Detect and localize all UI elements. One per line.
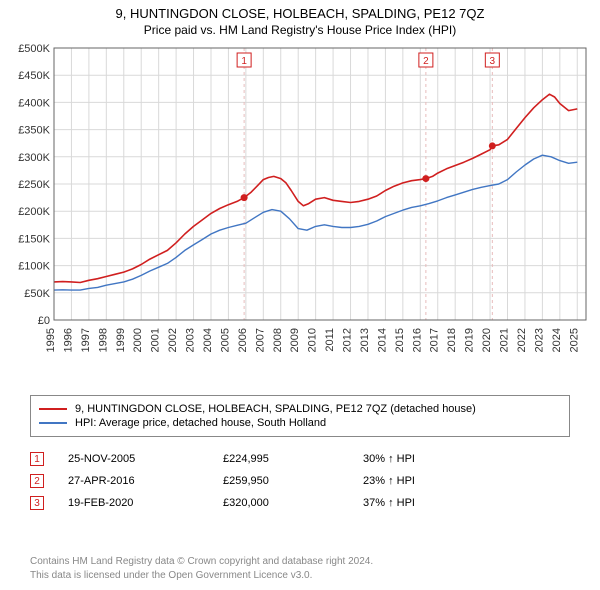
svg-text:2017: 2017: [429, 328, 441, 352]
svg-text:2004: 2004: [202, 328, 214, 352]
svg-text:2006: 2006: [237, 328, 249, 352]
svg-text:£250K: £250K: [18, 179, 50, 191]
svg-text:£100K: £100K: [18, 261, 50, 273]
svg-text:1995: 1995: [45, 328, 57, 352]
sale-price: £224,995: [223, 453, 363, 465]
svg-text:£300K: £300K: [18, 152, 50, 164]
sale-marker-2: 2: [30, 474, 44, 488]
svg-text:2025: 2025: [568, 328, 580, 352]
svg-text:2018: 2018: [446, 328, 458, 352]
table-row: 3 19-FEB-2020 £320,000 37% ↑ HPI: [30, 492, 570, 514]
legend-row-hpi: HPI: Average price, detached house, Sout…: [39, 416, 561, 430]
svg-text:2024: 2024: [551, 328, 563, 352]
svg-text:1999: 1999: [115, 328, 127, 352]
svg-text:£350K: £350K: [18, 125, 50, 137]
legend-swatch-property: [39, 408, 67, 410]
sale-delta: 30% ↑ HPI: [363, 453, 483, 465]
svg-text:2007: 2007: [254, 328, 266, 352]
svg-text:2010: 2010: [307, 328, 319, 352]
legend-swatch-hpi: [39, 422, 67, 424]
svg-text:2016: 2016: [411, 328, 423, 352]
svg-text:2015: 2015: [394, 328, 406, 352]
svg-text:£200K: £200K: [18, 206, 50, 218]
sale-delta: 37% ↑ HPI: [363, 497, 483, 509]
sale-price: £320,000: [223, 497, 363, 509]
svg-text:1998: 1998: [97, 328, 109, 352]
legend-label-hpi: HPI: Average price, detached house, Sout…: [75, 417, 326, 429]
svg-text:£500K: £500K: [18, 44, 50, 55]
svg-text:£0: £0: [38, 315, 50, 327]
table-row: 1 25-NOV-2005 £224,995 30% ↑ HPI: [30, 448, 570, 470]
sale-date: 25-NOV-2005: [68, 453, 223, 465]
svg-text:2003: 2003: [185, 328, 197, 352]
svg-text:2009: 2009: [289, 328, 301, 352]
svg-text:3: 3: [490, 56, 496, 67]
svg-text:£150K: £150K: [18, 233, 50, 245]
chart-plot-area: £0 £50K £100K £150K £200K £250K £300K £350K £400…: [8, 44, 592, 384]
svg-text:2001: 2001: [150, 328, 162, 352]
legend-label-property: 9, HUNTINGDON CLOSE, HOLBEACH, SPALDING,…: [75, 403, 476, 415]
sale-date: 27-APR-2016: [68, 475, 223, 487]
svg-text:2000: 2000: [132, 328, 144, 352]
svg-text:2021: 2021: [499, 328, 511, 352]
chart-subtitle: Price paid vs. HM Land Registry's House …: [0, 21, 600, 41]
footer-line-2: This data is licensed under the Open Gov…: [30, 569, 570, 583]
svg-text:1996: 1996: [62, 328, 74, 352]
svg-text:2013: 2013: [359, 328, 371, 352]
footer-attribution: Contains HM Land Registry data © Crown c…: [30, 555, 570, 582]
svg-text:1997: 1997: [80, 328, 92, 352]
legend-row-property: 9, HUNTINGDON CLOSE, HOLBEACH, SPALDING,…: [39, 402, 561, 416]
svg-text:2: 2: [423, 56, 429, 67]
svg-text:2005: 2005: [219, 328, 231, 352]
legend: 9, HUNTINGDON CLOSE, HOLBEACH, SPALDING,…: [30, 395, 570, 437]
svg-text:1: 1: [241, 56, 247, 67]
sale-price: £259,950: [223, 475, 363, 487]
svg-text:2012: 2012: [342, 328, 354, 352]
svg-text:2014: 2014: [376, 328, 388, 352]
svg-text:2008: 2008: [272, 328, 284, 352]
svg-text:2019: 2019: [464, 328, 476, 352]
svg-text:2022: 2022: [516, 328, 528, 352]
svg-text:2011: 2011: [324, 328, 336, 352]
sale-marker-3: 3: [30, 496, 44, 510]
sale-date: 19-FEB-2020: [68, 497, 223, 509]
line-chart-svg: £0 £50K £100K £150K £200K £250K £300K £350K £400…: [8, 44, 592, 384]
svg-text:2023: 2023: [533, 328, 545, 352]
sale-marker-1: 1: [30, 452, 44, 466]
svg-text:£450K: £450K: [18, 70, 50, 82]
sales-table: 1 25-NOV-2005 £224,995 30% ↑ HPI 2 27-AP…: [30, 448, 570, 514]
svg-text:£50K: £50K: [24, 288, 50, 300]
footer-line-1: Contains HM Land Registry data © Crown c…: [30, 555, 570, 569]
chart-title: 9, HUNTINGDON CLOSE, HOLBEACH, SPALDING,…: [0, 0, 600, 21]
svg-text:£400K: £400K: [18, 97, 50, 109]
sale-delta: 23% ↑ HPI: [363, 475, 483, 487]
svg-text:2020: 2020: [481, 328, 493, 352]
table-row: 2 27-APR-2016 £259,950 23% ↑ HPI: [30, 470, 570, 492]
chart-container: 9, HUNTINGDON CLOSE, HOLBEACH, SPALDING,…: [0, 0, 600, 590]
svg-text:2002: 2002: [167, 328, 179, 352]
